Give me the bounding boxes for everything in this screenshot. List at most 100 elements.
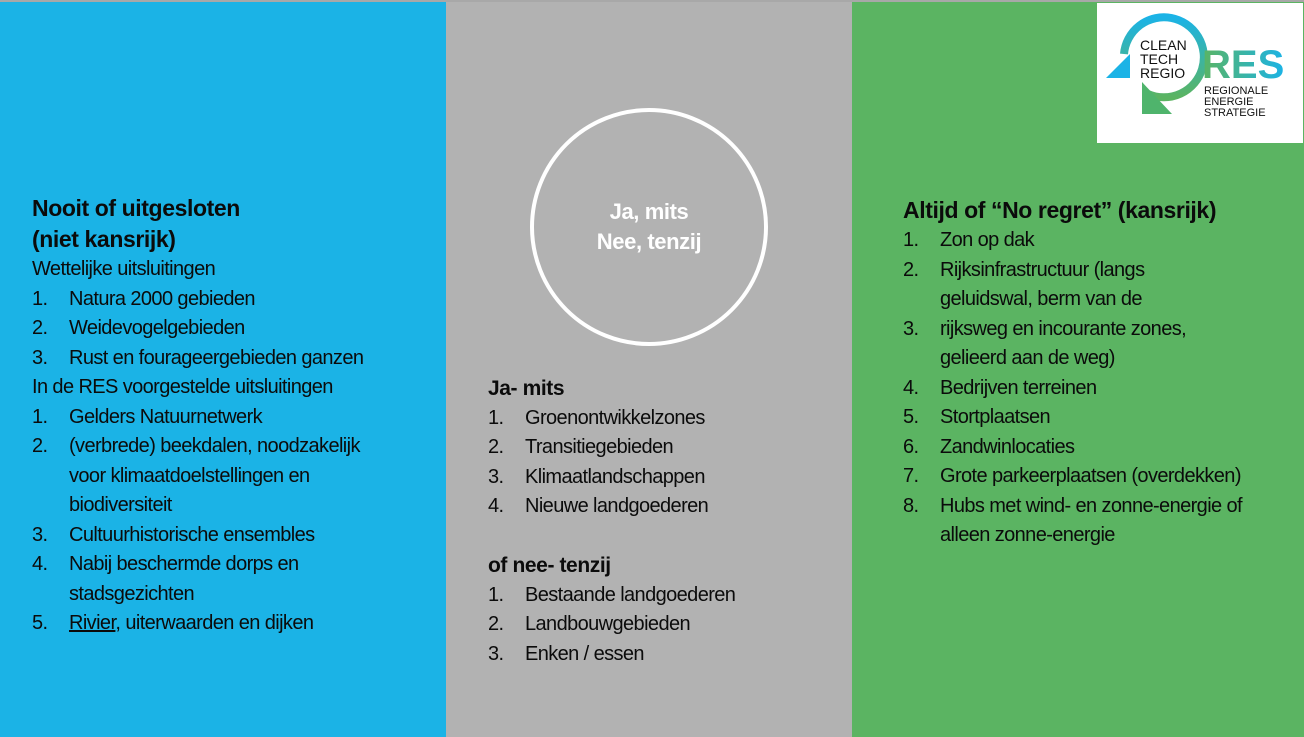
column-conditional: Ja, mits Nee, tenzij Ja- mits 1. Groenont… (446, 2, 852, 737)
item-number: 7. (903, 465, 919, 487)
item-text: Nabij beschermde dorps en (69, 550, 299, 580)
item-label: (verbrede) beekdalen, noodzakelijk (69, 435, 361, 457)
list-item: 3. rijksweg en incourante zones, (903, 315, 1242, 345)
list-item: 3. Rust en fourageergebieden ganzen (32, 344, 364, 374)
item-number: 4. (903, 376, 919, 399)
svg-text:STRATEGIE: STRATEGIE (1204, 107, 1266, 119)
item-number: 3. (32, 346, 48, 369)
item-label: Bedrijven terreinen (940, 376, 1097, 399)
circle-line2: Nee, tenzij (596, 229, 702, 254)
item-text: rijksweg en incourante zones, (940, 315, 1187, 345)
item-number: 3. (488, 642, 504, 665)
item-continuation: geluidswal, berm van de (940, 288, 1142, 310)
item-text: Weidevogelgebieden (69, 314, 245, 344)
item-number: 6. (903, 435, 919, 458)
list-item: 2. Transitiegebieden (488, 433, 735, 463)
item-label: Natura 2000 gebieden (69, 287, 256, 310)
item-number: 1. (488, 406, 504, 429)
item-number: 3. (488, 465, 504, 488)
item-label: Gelders Natuurnetwerk (69, 405, 263, 428)
item-label: Rijksinfrastructuur (langs (940, 258, 1145, 281)
excluded-content: Nooit of uitgesloten (niet kansrijk) Wet… (32, 193, 364, 639)
item-number: 1. (488, 583, 504, 606)
list-item: 8. Hubs met wind- en zonne-energie of (903, 492, 1243, 522)
item-text: Grote parkeerplaatsen (overdekken) (940, 462, 1241, 492)
section-res: In de RES voorgestelde uitsluitingen (32, 376, 333, 398)
item-label: rijksweg en incourante zones, (940, 317, 1187, 340)
item-number: 1. (32, 287, 48, 310)
excluded-title-line2: (niet kansrijk) (32, 226, 176, 252)
no-regret-list: 1. Zon op dak 2. Rijksinfrastructuur (langs… (903, 226, 1243, 551)
item-text: Zandwinlocaties (940, 433, 1075, 463)
circle-line1: Ja, mits (609, 199, 689, 224)
item-continuation: biodiversiteit (69, 494, 172, 516)
item-label: Groenontwikkelzones (525, 406, 705, 429)
list-item: 1. Natura 2000 gebieden (32, 285, 363, 315)
list-item: 2. Rijksinfrastructuur (langs (903, 256, 1242, 286)
item-text: Gelders Natuurnetwerk (69, 403, 263, 433)
top-border (0, 0, 1304, 2)
item-number: 8. (903, 494, 919, 517)
svg-text:REGIO: REGIO (1140, 65, 1185, 81)
svg-text:RES: RES (1202, 43, 1284, 87)
list-item: 7. Grote parkeerplaatsen (overdekken) (903, 462, 1242, 492)
item-number: 2. (488, 436, 504, 458)
item-text: Stortplaatsen (940, 403, 1051, 433)
item-text: Landbouwgebieden (525, 610, 691, 640)
item-label: Hubs met wind- en zonne-energie of (940, 494, 1243, 517)
item-text: Bedrijven terreinen (940, 374, 1097, 404)
item-text: Rivier, uiterwaarden en dijken (69, 609, 314, 639)
item-number: 5. (32, 612, 48, 634)
column-excluded: Nooit of uitgesloten (niet kansrijk) Wet… (0, 2, 446, 737)
res-list: 1. Gelders Natuurnetwerk 2. (verbrede) beek… (32, 403, 363, 639)
item-label: Rust en fourageergebieden ganzen (69, 346, 364, 369)
cleantech-res-logo: CLEAN TECH REGIO RES REGIONALE ENERGIE S… (1096, 2, 1304, 144)
item-label: Grote parkeerplaatsen (overdekken) (940, 465, 1241, 487)
legal-list: 1. Natura 2000 gebieden 2. Weidevogelgebied… (32, 285, 364, 374)
list-item: 2. Landbouwgebieden (488, 610, 735, 640)
list-item: 6. Zandwinlocaties (903, 433, 1242, 463)
item-label: Landbouwgebieden (525, 613, 691, 635)
list-item: 3. Enken / essen (488, 640, 735, 670)
item-text: (verbrede) beekdalen, noodzakelijk (69, 432, 361, 462)
list-item: 4. Bedrijven terreinen (903, 374, 1242, 404)
item-number: 3. (903, 317, 919, 340)
item-number: 4. (488, 495, 504, 517)
item-text: Natura 2000 gebieden (69, 285, 256, 315)
item-number: 2. (903, 258, 919, 281)
list-item: 4. Nieuwe landgoederen (488, 492, 735, 522)
item-continuation: voor klimaatdoelstellingen en (69, 464, 310, 487)
item-text: Nieuwe landgoederen (525, 492, 709, 522)
item-continuation: stadsgezichten (69, 582, 195, 605)
excluded-title-line1: Nooit of uitgesloten (32, 195, 240, 221)
heading-ja-mits: Ja- mits (488, 377, 565, 400)
item-text: Enken / essen (525, 640, 645, 670)
no-regret-content: Altijd of “No regret” (kansrijk) 1. Zon o… (903, 195, 1243, 551)
item-label: Nieuwe landgoederen (525, 495, 709, 517)
list-item: 1. Zon op dak (903, 226, 1242, 256)
item-continuation: gelieerd aan de weg) (940, 347, 1115, 369)
list-item: 4. Nabij beschermde dorps en (32, 550, 363, 580)
item-label: Weidevogelgebieden (69, 317, 245, 339)
list-item: 1. Gelders Natuurnetwerk (32, 403, 363, 433)
list-item: 3. Cultuurhistorische ensembles (32, 521, 363, 551)
item-label: Zon op dak (940, 229, 1035, 251)
item-number: 5. (903, 406, 919, 428)
conditional-circle: Ja, mits Nee, tenzij (530, 108, 768, 346)
nee-tenzij-list: 1. Bestaande landgoederen 2. Landbouwgebied… (488, 581, 736, 670)
item-number: 2. (32, 435, 48, 457)
item-number: 1. (32, 405, 48, 428)
logo-graphic: CLEAN TECH REGIO RES REGIONALE ENERGIE S… (1096, 2, 1304, 144)
item-label: Nabij beschermde dorps en (69, 553, 299, 575)
item-number: 3. (32, 523, 48, 546)
no-regret-title: Altijd of “No regret” (kansrijk) (903, 197, 1217, 223)
item-number: 2. (488, 613, 504, 635)
item-label: , uiterwaarden en dijken (115, 612, 314, 634)
item-label: Stortplaatsen (940, 406, 1051, 428)
item-text: Zon op dak (940, 226, 1035, 256)
list-item: 2. (verbrede) beekdalen, noodzakelijk (32, 432, 363, 462)
item-number: 2. (32, 317, 48, 339)
item-continuation: alleen zonne-energie (940, 524, 1115, 546)
heading-nee-tenzij: of nee- tenzij (488, 554, 611, 577)
list-item: 1. Groenontwikkelzones (488, 404, 735, 434)
